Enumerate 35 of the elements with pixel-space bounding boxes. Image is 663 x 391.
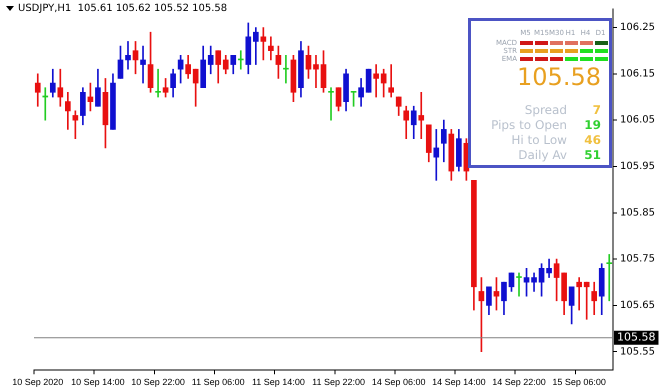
x-tick-label: 14 Sep 22:00: [492, 377, 546, 388]
x-tick-label: 14 Sep 06:00: [372, 377, 426, 388]
candlestick: [494, 277, 500, 310]
y-tick-label: 105.95: [620, 161, 655, 172]
candlestick: [155, 68, 161, 98]
candlestick: [350, 91, 356, 107]
y-tick-label: 105.65: [620, 300, 655, 311]
x-tick-label: 15 Sep 06:00: [552, 377, 606, 388]
annotation: 105.58: [517, 63, 601, 91]
candlestick: [328, 87, 334, 120]
annotation: Daily Av: [518, 148, 567, 162]
y-tick-label: 106.15: [620, 68, 655, 80]
x-tick-label: 14 Sep 14:00: [432, 377, 486, 388]
annotation: Pips to Open: [491, 118, 567, 132]
annotation: 19: [584, 118, 601, 132]
chart-title: USDJPY,H1 105.61 105.62 105.52 105.58: [18, 3, 228, 14]
candlestick: [516, 272, 522, 296]
x-tick-label: 10 Sep 22:00: [131, 377, 185, 388]
y-tick-label: 105.85: [620, 207, 655, 218]
annotation: 7: [592, 103, 601, 117]
y-tick-label: 106.25: [620, 22, 655, 34]
x-tick-label: 11 Sep 14:00: [252, 377, 305, 388]
y-tick-label: 106.05: [620, 114, 655, 126]
annotation: 51: [584, 148, 601, 162]
x-tick-label: 11 Sep 06:00: [192, 377, 245, 388]
ref-line-label: 105.58: [617, 330, 656, 344]
y-tick-label: 105.75: [620, 254, 655, 265]
annotation: Hi to Low: [511, 133, 567, 147]
y-tick-label: 105.55: [620, 346, 655, 358]
x-tick-label: 11 Sep 22:00: [312, 377, 365, 388]
annotation: 46: [584, 133, 601, 147]
annotation: Spread: [524, 103, 567, 117]
x-tick-label: 10 Sep 14:00: [71, 377, 125, 388]
candlestick: [140, 46, 146, 84]
x-tick-label: 10 Sep 2020: [12, 377, 64, 388]
